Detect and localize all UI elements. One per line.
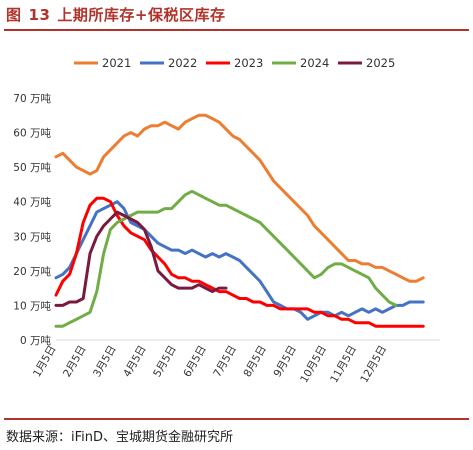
series-line-2022: [54, 200, 425, 321]
y-tick-label: 20 万吨: [13, 265, 51, 278]
source-rule: [4, 418, 469, 420]
series-line-2023: [54, 196, 425, 328]
figure-title-text: 上期所库存+保税区库存: [57, 6, 226, 24]
y-tick-label: 30 万吨: [13, 230, 51, 243]
x-tick-label: 1月5日: [31, 344, 59, 380]
y-tick-label: 0 万吨: [20, 334, 52, 347]
x-tick-label: 3月5日: [91, 344, 119, 380]
x-tick-label: 6月5日: [181, 344, 209, 380]
title-rule: [4, 29, 469, 31]
figure-number: 13: [28, 6, 51, 24]
y-tick-label: 70 万吨: [13, 92, 51, 105]
legend: 2021 2022 2023 2024 2025: [74, 56, 395, 70]
y-tick-label: 10 万吨: [13, 299, 51, 312]
x-tick-label: 11月5日: [328, 344, 359, 386]
legend-label: 2022: [168, 56, 197, 70]
legend-label: 2024: [300, 56, 329, 70]
y-axis: 0 万吨 10 万吨 20 万吨 30 万吨 40 万吨 50 万吨 60 万吨 70 万吨: [13, 92, 51, 347]
x-tick-label: 12月5日: [358, 344, 389, 386]
y-tick-label: 50 万吨: [13, 161, 51, 174]
figure-label: 图: [6, 6, 22, 24]
x-tick-label: 5月5日: [151, 344, 179, 380]
x-axis: 1月5日 2月5日 3月5日 4月5日 5月5日 6月5日 7月5日 8月5日 9月5日 10月5…: [31, 339, 440, 386]
series-line-2024: [54, 189, 398, 328]
legend-label: 2021: [102, 56, 131, 70]
line-chart: 2021 2022 2023 2024 2025 0 万吨 10 万吨 20 万吨 30 万吨…: [13, 56, 440, 386]
y-tick-label: 60 万吨: [13, 127, 51, 140]
series-line-2025: [54, 210, 228, 307]
x-tick-label: 8月5日: [241, 344, 269, 380]
legend-label: 2025: [366, 56, 395, 70]
x-tick-label: 7月5日: [211, 344, 239, 380]
x-tick-label: 9月5日: [271, 344, 299, 380]
legend-label: 2023: [234, 56, 263, 70]
x-tick-label: 10月5日: [298, 344, 329, 386]
source-note: 数据来源：iFinD、宝城期货金融研究所: [6, 430, 234, 445]
plot-area: [54, 113, 425, 328]
x-tick-label: 2月5日: [61, 344, 89, 380]
figure-title: 图 13 上期所库存+保税区库存: [6, 4, 225, 25]
y-tick-label: 40 万吨: [13, 196, 51, 209]
x-tick-label: 4月5日: [121, 344, 149, 380]
series-line-2021: [54, 113, 425, 283]
